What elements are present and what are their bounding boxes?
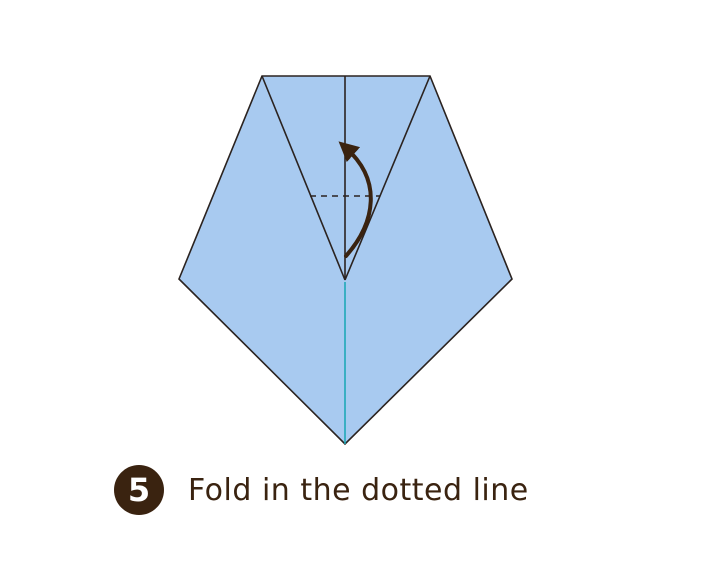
step-number: 5 xyxy=(127,471,151,509)
left-flap-edge xyxy=(261,75,346,281)
right-flap-edge xyxy=(344,75,431,281)
step-number-badge: 5 xyxy=(114,465,164,515)
step-instruction: Fold in the dotted line xyxy=(188,472,529,508)
step-caption: 5 Fold in the dotted line xyxy=(114,464,529,516)
curved-fold-arrow-icon xyxy=(338,141,373,258)
